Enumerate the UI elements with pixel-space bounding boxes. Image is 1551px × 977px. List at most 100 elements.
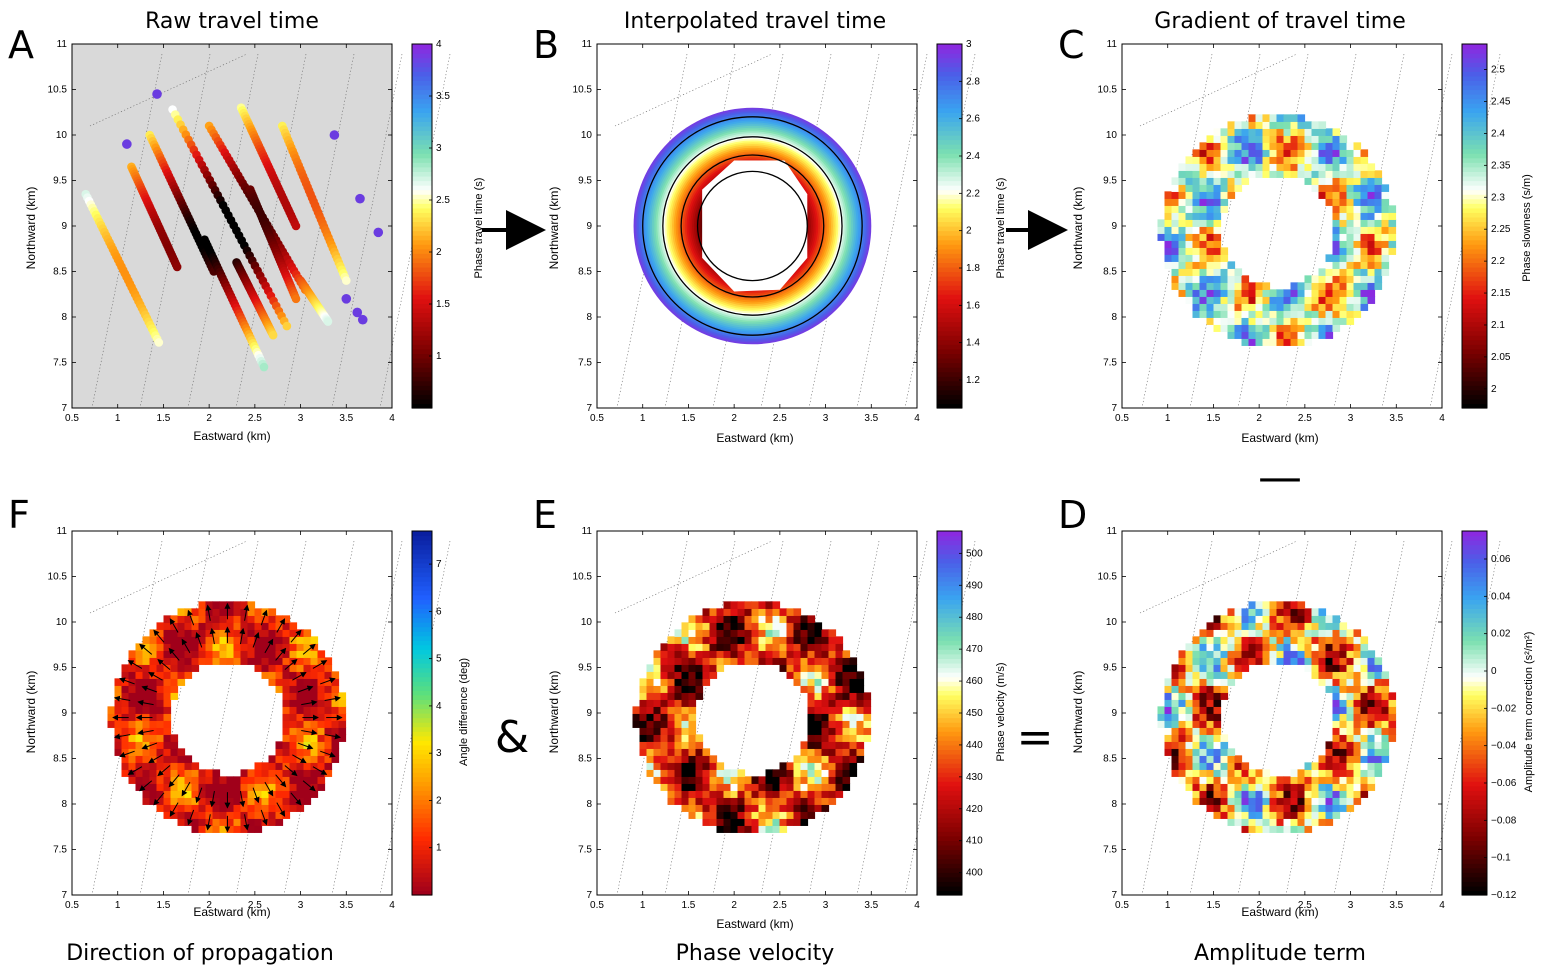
colorbar-cell	[1462, 84, 1487, 91]
heatmap-cell	[275, 636, 284, 644]
heatmap-cell	[695, 797, 704, 805]
heatmap-cell	[1241, 163, 1250, 171]
heatmap-cell	[261, 664, 270, 672]
colorbar-cell	[937, 804, 962, 810]
heatmap-cell	[737, 811, 746, 819]
grid-line	[614, 540, 773, 614]
heatmap-cell	[1220, 692, 1229, 700]
heatmap-cell	[1269, 303, 1278, 311]
heatmap-cell	[156, 706, 165, 714]
y-axis-label: Northward (km)	[24, 671, 38, 754]
heatmap-cell	[1269, 156, 1278, 164]
colorbar-tick-label: 2.2	[1491, 256, 1505, 267]
heatmap-cell	[1353, 678, 1362, 686]
heatmap-cell	[1311, 776, 1320, 784]
heatmap-cell	[632, 713, 641, 721]
heatmap-cell	[702, 657, 711, 665]
heatmap-cell	[1206, 797, 1215, 805]
colorbar-cell	[1462, 867, 1487, 873]
scatter-point	[282, 321, 292, 331]
heatmap-cell	[1339, 219, 1348, 227]
heatmap-cell	[1269, 121, 1278, 129]
heatmap-cell	[1325, 741, 1334, 749]
heatmap-cell	[1304, 790, 1313, 798]
heatmap-cell	[1381, 254, 1390, 262]
heatmap-cell	[1304, 135, 1313, 143]
colorbar-cell	[937, 207, 962, 213]
heatmap-cell	[856, 720, 865, 728]
heatmap-cell	[1290, 776, 1299, 784]
colorbar-cell	[1462, 799, 1487, 805]
heatmap-cell	[1220, 254, 1229, 262]
colorbar-cell	[1462, 876, 1487, 882]
heatmap-cell	[737, 769, 746, 777]
heatmap-cell	[303, 643, 312, 651]
heatmap-cell	[261, 811, 270, 819]
heatmap-cell	[1185, 755, 1194, 763]
heatmap-cell	[1353, 762, 1362, 770]
heatmap-cell	[730, 797, 739, 805]
heatmap-cell	[674, 699, 683, 707]
colorbar-cell	[937, 326, 962, 332]
direction-arrow	[168, 774, 180, 788]
colorbar-cell	[937, 212, 962, 218]
heatmap-cell	[1304, 149, 1313, 157]
heatmap-cell	[1206, 226, 1215, 234]
heatmap-cell	[1213, 720, 1222, 728]
heatmap-cell	[303, 636, 312, 644]
heatmap-cell	[1311, 128, 1320, 136]
heatmap-cell	[1318, 303, 1327, 311]
heatmap-cell	[765, 811, 774, 819]
direction-arrow	[243, 814, 250, 831]
heatmap-cell	[1199, 790, 1208, 798]
heatmap-cell	[142, 664, 151, 672]
heatmap-cell	[681, 622, 690, 630]
heatmap-cell	[667, 790, 676, 798]
heatmap-cell	[324, 741, 333, 749]
heatmap-cell	[163, 755, 172, 763]
colorbar-cell	[937, 80, 962, 86]
heatmap-cell	[1220, 156, 1229, 164]
heatmap-cell	[1325, 331, 1334, 339]
heatmap-cell	[1227, 671, 1236, 679]
heatmap-cell	[219, 804, 228, 812]
heatmap-cell	[772, 776, 781, 784]
colorbar-cell	[937, 148, 962, 154]
grid-line	[331, 53, 403, 409]
heatmap-cell	[744, 776, 753, 784]
colorbar-tick-label: 3	[966, 39, 972, 50]
colorbar-cell	[412, 266, 432, 273]
heatmap-cell	[1339, 762, 1348, 770]
heatmap-cell	[1178, 650, 1187, 658]
heatmap-cell	[1381, 191, 1390, 199]
colorbar-cell	[412, 640, 432, 646]
heatmap-cell	[1262, 825, 1271, 833]
heatmap-cell	[1318, 170, 1327, 178]
heatmap-cell	[849, 657, 858, 665]
colorbar-cell	[1462, 849, 1487, 855]
heatmap-cell	[1332, 650, 1341, 658]
heatmap-cell	[807, 741, 816, 749]
colorbar-cell	[1462, 66, 1487, 72]
heatmap-cell	[1213, 706, 1222, 714]
heatmap-cell	[1346, 296, 1355, 304]
heatmap-cell	[247, 601, 256, 609]
heatmap-cell	[1346, 650, 1355, 658]
colorbar-cell	[937, 189, 962, 195]
heatmap-cell	[1262, 811, 1271, 819]
heatmap-cell	[1241, 643, 1250, 651]
heatmap-cell	[842, 678, 851, 686]
heatmap-cell	[674, 636, 683, 644]
heatmap-cell	[1227, 629, 1236, 637]
heatmap-cell	[1248, 331, 1257, 339]
colorbar-tick-label: 1.8	[966, 263, 980, 274]
colorbar-cell	[937, 594, 962, 600]
x-axis-label: Eastward (km)	[1241, 905, 1318, 919]
heatmap-cell	[240, 783, 249, 791]
heatmap-cell	[1297, 657, 1306, 665]
heatmap-cell	[674, 797, 683, 805]
heatmap-cell	[1311, 282, 1320, 290]
heatmap-cell	[730, 769, 739, 777]
heatmap-cell	[303, 783, 312, 791]
colorbar-cell	[1462, 763, 1487, 769]
